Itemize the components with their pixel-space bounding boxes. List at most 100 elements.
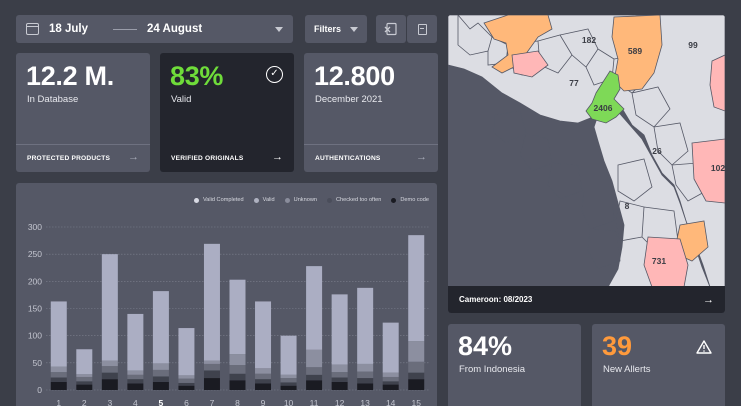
map-label: 77 [569,78,579,88]
bar-segment[interactable] [357,287,374,364]
bar-segment[interactable] [101,366,118,373]
bar-segment[interactable] [76,384,93,390]
legend-item[interactable]: Valid [253,197,275,203]
bar-segment[interactable] [408,361,425,373]
bar-segment[interactable] [382,381,399,385]
bar-segment[interactable] [127,313,144,371]
kpi-footer-link[interactable]: VERIFIED ORIGINALS [171,155,244,162]
bar-segment[interactable] [255,373,272,380]
bar-segment[interactable] [101,254,118,361]
chart-legend: Valid Completed Valid Unknown Checked to… [193,197,429,203]
bar-segment[interactable] [203,360,220,364]
africa-map[interactable]: 182 589 99 77 2406 26 102 8 731 [448,15,725,288]
bar-segment[interactable] [408,372,425,380]
bar-segment[interactable] [178,378,195,383]
bar-segment[interactable] [408,235,425,342]
bar-segment[interactable] [382,372,399,377]
bar-segment[interactable] [229,380,246,390]
bar-segment[interactable] [203,370,220,379]
bar-segment[interactable] [229,279,246,355]
bar-segment[interactable] [50,366,67,373]
legend-item[interactable]: Checked too often [326,197,381,203]
y-tick-label: 50 [33,358,43,368]
legend-item[interactable]: Valid Completed [193,197,244,203]
bar-segment[interactable] [203,363,220,371]
bar-segment[interactable] [382,322,399,373]
bar-segment[interactable] [306,266,323,350]
legend-item[interactable]: Demo code [391,197,429,203]
bar-segment[interactable] [178,328,195,376]
bar-segment[interactable] [255,368,272,374]
bar-segment[interactable] [382,376,399,382]
filters-dropdown[interactable]: Filters [305,15,367,43]
map-footer[interactable]: Cameroon: 08/2023 → [448,286,725,313]
bar-segment[interactable] [152,291,169,364]
bar-segment[interactable] [101,379,118,390]
bar-segment[interactable] [306,374,323,381]
arrow-right-icon[interactable]: → [272,151,283,163]
bar-segment[interactable] [76,349,93,375]
bar-segment[interactable] [178,375,195,379]
bar-segment[interactable] [331,294,348,365]
bar-segment[interactable] [331,377,348,382]
bar-segment[interactable] [229,365,246,374]
bar-segment[interactable] [357,371,374,379]
bar-segment[interactable] [101,360,118,367]
bar-segment[interactable] [178,382,195,386]
bar-segment[interactable] [152,363,169,370]
bar-segment[interactable] [127,379,144,384]
bar-segment[interactable] [280,382,297,386]
bar-segment[interactable] [382,384,399,390]
bar-segment[interactable] [357,363,374,372]
bar-segment[interactable] [50,377,67,382]
bar-segment[interactable] [203,378,220,390]
bar-segment[interactable] [152,381,169,390]
arrow-right-icon[interactable]: → [416,151,427,163]
legend-item[interactable]: Unknown [284,197,317,203]
bar-segment[interactable] [50,372,67,378]
kpi-footer-link[interactable]: AUTHENTICATIONS [315,155,381,162]
bar-segment[interactable] [127,383,144,390]
bar-segment[interactable] [255,379,272,384]
bar-segment[interactable] [255,383,272,390]
bar-segment[interactable] [408,379,425,390]
bar-segment[interactable] [255,301,272,369]
bar-segment[interactable] [152,369,169,377]
bar-segment[interactable] [203,243,220,361]
bar-segment[interactable] [127,370,144,375]
arrow-right-icon[interactable]: → [703,293,714,306]
bar-segment[interactable] [76,374,93,377]
kpi-protected-products: 12.2 M. In Database PROTECTED PRODUCTS → [16,53,150,172]
bar-segment[interactable] [331,381,348,390]
bar-segment[interactable] [357,378,374,384]
bar-segment[interactable] [331,372,348,378]
bar-segment[interactable] [101,372,118,380]
bar-segment[interactable] [306,367,323,375]
bar-segment[interactable] [357,383,374,390]
bar-segment[interactable] [229,354,246,366]
bar-segment[interactable] [280,374,297,379]
bar-segment[interactable] [229,373,246,381]
bar-segment[interactable] [50,301,67,367]
y-tick-label: 0 [37,385,42,395]
bar-segment[interactable] [306,380,323,390]
bar-segment[interactable] [280,335,297,375]
bar-segment[interactable] [178,385,195,390]
kpi-footer-link[interactable]: PROTECTED PRODUCTS [27,155,111,162]
bar-segment[interactable] [76,376,93,382]
date-range-picker[interactable]: 18 July 24 August [16,15,293,43]
bar-segment[interactable] [127,374,144,380]
bar-segment[interactable] [331,364,348,373]
export-excel-button[interactable] [376,15,406,43]
bar-segment[interactable] [306,349,323,368]
bar-segment[interactable] [76,381,93,385]
bar-segment[interactable] [152,376,169,382]
export-document-button[interactable] [407,15,437,43]
bar-segment[interactable] [408,341,425,362]
bar-segment[interactable] [50,381,67,390]
arrow-right-icon[interactable]: → [128,151,139,163]
bar-segment[interactable] [280,378,297,383]
bar-segment[interactable] [280,385,297,390]
x-tick-label: 6 [184,398,189,406]
legend-label: Valid [262,197,275,203]
